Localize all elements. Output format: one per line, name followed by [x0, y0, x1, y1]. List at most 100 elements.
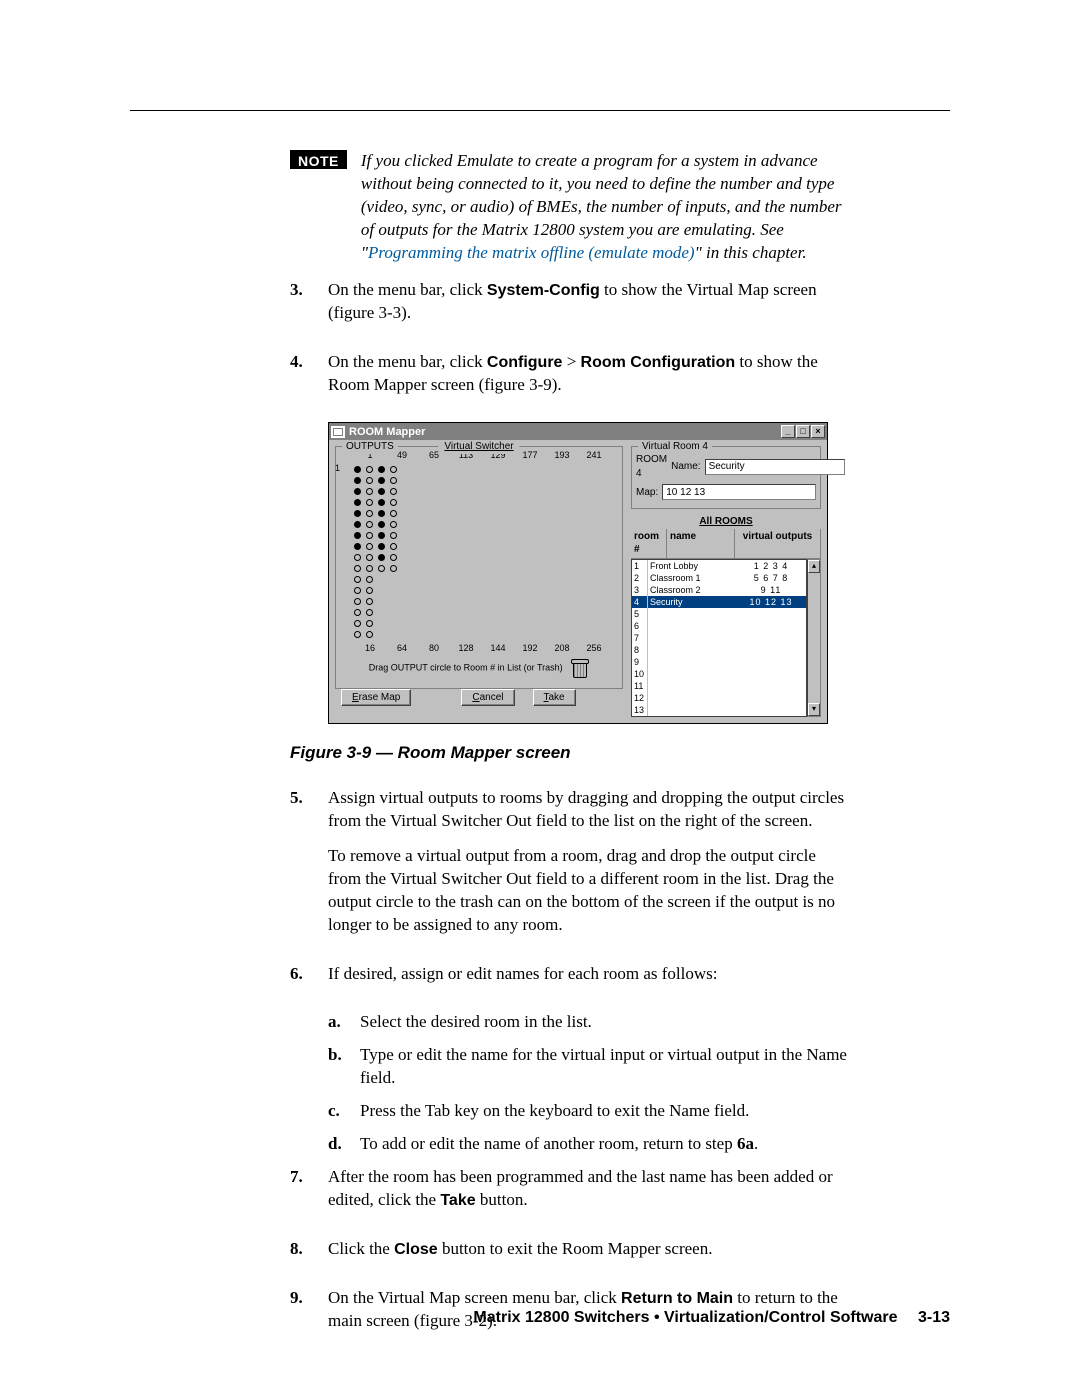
- output-circle[interactable]: [354, 609, 361, 616]
- output-circle[interactable]: [354, 587, 361, 594]
- minimize-button[interactable]: _: [781, 425, 795, 438]
- scroll-up-button[interactable]: ▴: [808, 560, 820, 573]
- trash-icon[interactable]: [571, 658, 589, 678]
- output-circle[interactable]: [354, 631, 361, 638]
- table-row[interactable]: 11: [632, 680, 806, 692]
- room-num-cell: 7: [632, 632, 648, 644]
- room-num-cell: 8: [632, 644, 648, 656]
- output-circle[interactable]: [390, 543, 397, 550]
- scroll-down-button[interactable]: ▾: [808, 703, 820, 716]
- output-circle[interactable]: [354, 532, 361, 539]
- output-circle[interactable]: [390, 466, 397, 473]
- text: button to exit the Room Mapper screen.: [438, 1239, 713, 1258]
- table-row[interactable]: 6: [632, 620, 806, 632]
- output-circle[interactable]: [390, 510, 397, 517]
- output-circle[interactable]: [354, 466, 361, 473]
- output-circle[interactable]: [366, 587, 373, 594]
- output-circle[interactable]: [366, 576, 373, 583]
- output-circle[interactable]: [366, 554, 373, 561]
- output-circle[interactable]: [366, 466, 373, 473]
- output-circle[interactable]: [354, 521, 361, 528]
- output-circle[interactable]: [366, 510, 373, 517]
- table-row[interactable]: 3Classroom 29 11: [632, 584, 806, 596]
- page-number: 3-13: [918, 1309, 950, 1326]
- output-circle[interactable]: [366, 609, 373, 616]
- table-row[interactable]: 7: [632, 632, 806, 644]
- rooms-table[interactable]: 1Front Lobby1 2 3 42Classroom 15 6 7 83C…: [631, 559, 807, 717]
- output-circle[interactable]: [378, 499, 385, 506]
- output-circle[interactable]: [378, 554, 385, 561]
- output-circle[interactable]: [354, 488, 361, 495]
- output-circle[interactable]: [366, 488, 373, 495]
- output-circle[interactable]: [390, 521, 397, 528]
- take-button[interactable]: Take: [533, 689, 576, 706]
- output-circle[interactable]: [366, 477, 373, 484]
- table-row[interactable]: 9: [632, 656, 806, 668]
- output-circle[interactable]: [366, 631, 373, 638]
- output-circle[interactable]: [366, 543, 373, 550]
- output-circle[interactable]: [354, 565, 361, 572]
- step-num: 7.: [290, 1167, 303, 1186]
- output-circle[interactable]: [390, 532, 397, 539]
- room-num-cell: 2: [632, 572, 648, 584]
- output-circle[interactable]: [378, 565, 385, 572]
- output-circle[interactable]: [378, 543, 385, 550]
- bold: System-Config: [487, 282, 600, 299]
- erase-map-button[interactable]: Erase Map: [341, 689, 411, 706]
- output-circle[interactable]: [366, 499, 373, 506]
- table-row[interactable]: 10: [632, 668, 806, 680]
- table-row[interactable]: 5: [632, 608, 806, 620]
- table-row[interactable]: 2Classroom 15 6 7 8: [632, 572, 806, 584]
- output-circle[interactable]: [354, 598, 361, 605]
- room-map-input[interactable]: [662, 484, 816, 500]
- step-num: 6.: [290, 964, 303, 983]
- scroll-track[interactable]: [808, 573, 820, 703]
- table-row[interactable]: 1Front Lobby1 2 3 4: [632, 560, 806, 572]
- output-circle[interactable]: [354, 543, 361, 550]
- output-circle[interactable]: [378, 510, 385, 517]
- output-circle[interactable]: [390, 554, 397, 561]
- output-circle[interactable]: [378, 532, 385, 539]
- output-circle[interactable]: [390, 488, 397, 495]
- table-row[interactable]: 12: [632, 692, 806, 704]
- room-outputs-cell: [736, 692, 806, 704]
- output-circle[interactable]: [366, 532, 373, 539]
- room-outputs-cell: [736, 704, 806, 716]
- text: >: [562, 352, 580, 371]
- rooms-scrollbar[interactable]: ▴ ▾: [807, 559, 821, 717]
- output-circle[interactable]: [366, 598, 373, 605]
- output-circle[interactable]: [390, 499, 397, 506]
- text: .: [754, 1134, 758, 1153]
- maximize-button[interactable]: □: [796, 425, 810, 438]
- output-circle[interactable]: [354, 576, 361, 583]
- output-circle[interactable]: [366, 521, 373, 528]
- output-circle[interactable]: [378, 521, 385, 528]
- close-button[interactable]: ×: [811, 425, 825, 438]
- output-circle[interactable]: [354, 510, 361, 517]
- output-circle[interactable]: [354, 499, 361, 506]
- output-circle[interactable]: [354, 477, 361, 484]
- page-footer: Matrix 12800 Switchers • Virtualization/…: [130, 1309, 950, 1327]
- titlebar[interactable]: ROOM Mapper _ □ ×: [329, 423, 827, 440]
- cancel-button[interactable]: Cancel: [461, 689, 514, 706]
- output-circle[interactable]: [354, 554, 361, 561]
- output-circle[interactable]: [366, 565, 373, 572]
- step-5: 5. Assign virtual outputs to rooms by dr…: [290, 787, 850, 949]
- output-circle[interactable]: [378, 488, 385, 495]
- text: To add or edit the name of another room,…: [360, 1134, 737, 1153]
- text: button.: [476, 1190, 528, 1209]
- table-row[interactable]: 4Security10 12 13: [632, 596, 806, 608]
- table-row[interactable]: 13: [632, 704, 806, 716]
- output-circle[interactable]: [354, 620, 361, 627]
- output-circle[interactable]: [366, 620, 373, 627]
- room-name-input[interactable]: [705, 459, 845, 475]
- output-row: [354, 497, 618, 508]
- output-circle[interactable]: [378, 466, 385, 473]
- output-circle[interactable]: [390, 565, 397, 572]
- table-row[interactable]: 8: [632, 644, 806, 656]
- virtual-switcher-label: Virtual Switcher: [438, 440, 519, 454]
- output-circle[interactable]: [378, 477, 385, 484]
- room-outputs-cell: [736, 632, 806, 644]
- note-link[interactable]: Programming the matrix offline (emulate …: [368, 243, 695, 262]
- output-circle[interactable]: [390, 477, 397, 484]
